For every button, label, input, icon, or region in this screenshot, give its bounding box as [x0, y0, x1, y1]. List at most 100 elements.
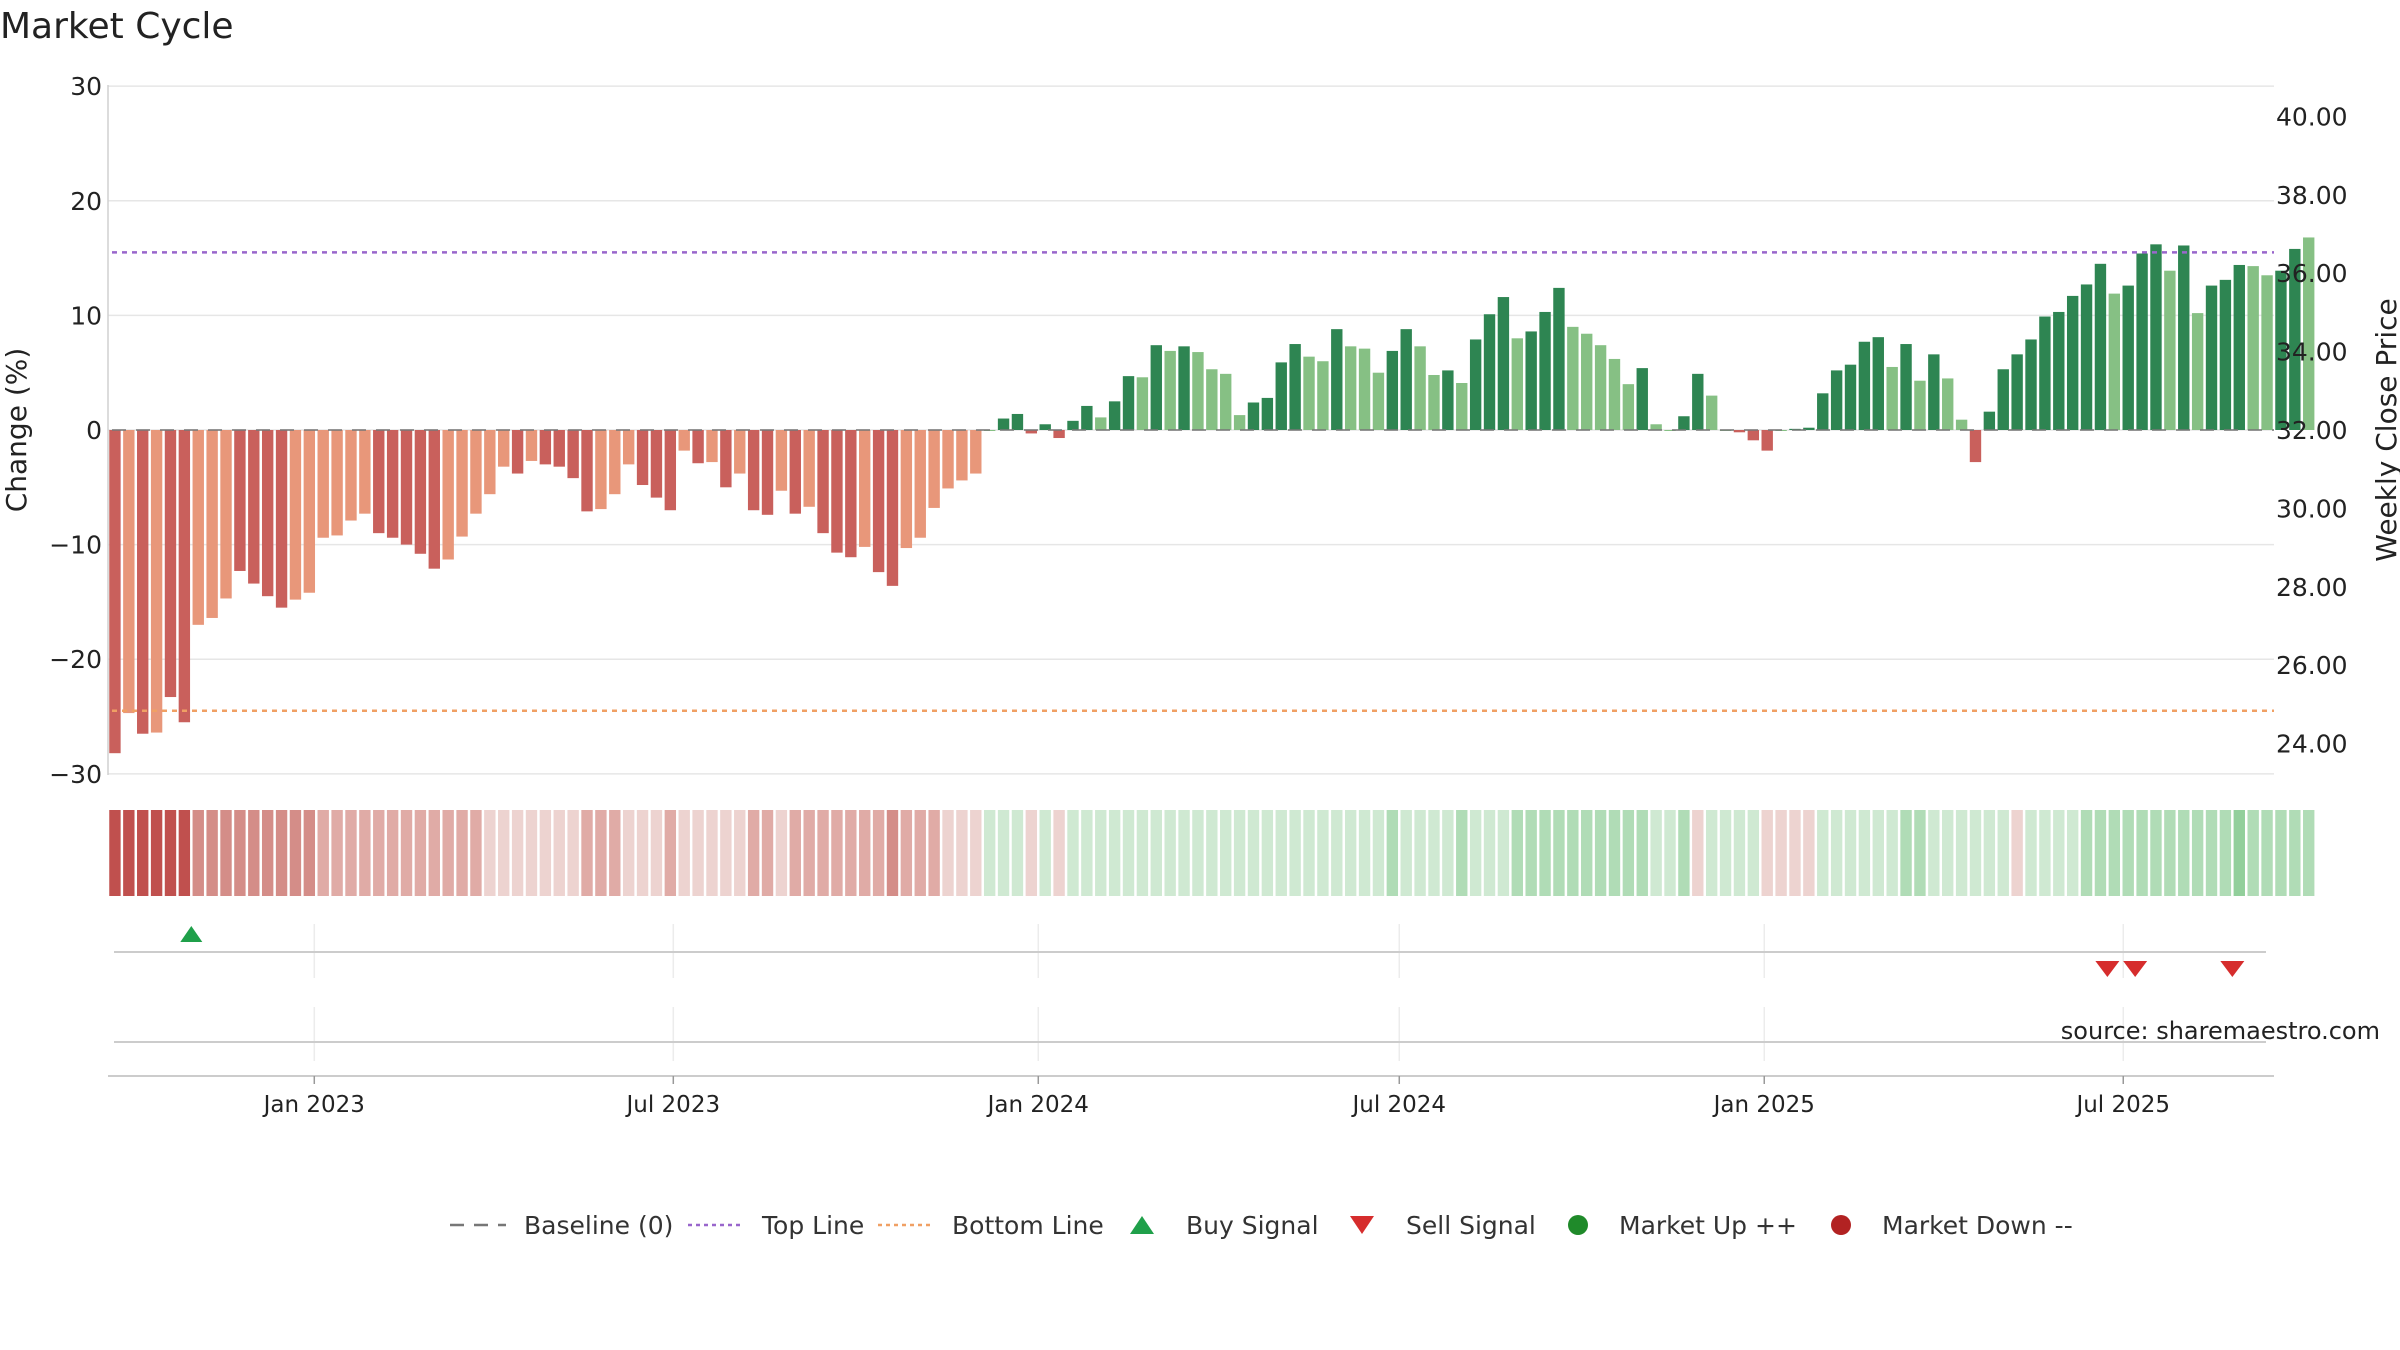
momentum-cell: [1886, 810, 1898, 896]
momentum-cell: [289, 810, 302, 896]
momentum-cell: [2122, 810, 2134, 896]
bar: [1289, 344, 1301, 430]
momentum-cell: [2233, 810, 2245, 896]
bar: [1081, 405, 1093, 430]
bar: [1997, 369, 2009, 430]
bar: [956, 430, 968, 481]
bar: [331, 430, 343, 536]
bar: [1469, 339, 1482, 430]
momentum-cell: [1108, 810, 1121, 896]
momentum-cell: [248, 810, 260, 896]
bar: [997, 418, 1010, 430]
bar: [1108, 401, 1121, 430]
x-tick-label: Jul 2024: [1350, 1092, 1446, 1118]
momentum-cell: [2150, 810, 2162, 896]
legend-item: Bottom Line: [878, 1211, 1104, 1240]
momentum-cell: [1400, 810, 1412, 896]
bar: [1497, 297, 1510, 430]
momentum-cell: [636, 810, 649, 896]
x-tick-label: Jan 2024: [986, 1092, 1089, 1118]
y-tick-label-right: 40.00: [2276, 102, 2348, 131]
bar: [1483, 314, 1496, 430]
bar: [1678, 416, 1690, 430]
bar: [1594, 345, 1607, 430]
bar: [275, 430, 288, 608]
bar: [1442, 370, 1454, 430]
bar: [706, 430, 718, 463]
momentum-cell: [747, 810, 760, 896]
y-tick-label-right: 24.00: [2276, 730, 2348, 759]
bar: [192, 430, 204, 625]
momentum-cell: [1095, 810, 1107, 896]
momentum-cell: [178, 810, 191, 896]
bar: [581, 430, 593, 512]
bar: [345, 430, 357, 521]
bar: [539, 430, 552, 465]
bar: [1386, 350, 1399, 430]
bar: [872, 430, 885, 573]
momentum-cell: [1275, 810, 1287, 896]
bars-layer: [109, 237, 2315, 754]
momentum-cell: [1900, 810, 1912, 896]
y-axis-label-right: Weekly Close Price: [2370, 298, 2400, 561]
momentum-cell: [1011, 810, 1024, 896]
momentum-cell: [220, 810, 232, 896]
momentum-cell: [1178, 810, 1190, 896]
bar: [1969, 430, 1982, 463]
momentum-cell: [498, 810, 510, 896]
bar: [2303, 237, 2315, 430]
momentum-cell: [1220, 810, 1232, 896]
bar: [1872, 337, 1884, 430]
momentum-cell: [1122, 810, 1135, 896]
momentum-cell: [442, 810, 454, 896]
bar: [2261, 275, 2273, 430]
momentum-cell: [775, 810, 788, 896]
bar: [692, 430, 704, 464]
bar: [928, 430, 940, 508]
legend-item: Buy Signal: [1130, 1211, 1319, 1240]
momentum-cell: [234, 810, 246, 896]
momentum-cell: [1150, 810, 1162, 896]
momentum-cell: [1664, 810, 1676, 896]
momentum-cell: [1483, 810, 1496, 896]
momentum-cell: [817, 810, 829, 896]
x-tick-label: Jan 2023: [262, 1092, 365, 1118]
momentum-cell: [1442, 810, 1454, 896]
bar: [2247, 266, 2259, 430]
bar: [470, 430, 482, 514]
momentum-cell: [1622, 810, 1635, 896]
bar: [817, 430, 829, 534]
bar: [498, 430, 510, 467]
momentum-cell: [1525, 810, 1537, 896]
momentum-cell: [1719, 810, 1732, 896]
momentum-cell: [956, 810, 968, 896]
bar: [414, 430, 427, 554]
momentum-cell: [581, 810, 593, 896]
momentum-cell: [1650, 810, 1662, 896]
bar: [1150, 345, 1162, 430]
momentum-cell: [2205, 810, 2218, 896]
legend-item: Sell Signal: [1350, 1211, 1536, 1240]
bar: [1858, 341, 1871, 430]
bar: [1817, 393, 1829, 430]
momentum-cell: [761, 810, 774, 896]
bar: [359, 430, 371, 514]
momentum-cell: [1414, 810, 1426, 896]
bar: [1317, 361, 1329, 430]
bar: [761, 430, 774, 515]
x-tick-label: Jan 2025: [1712, 1092, 1815, 1118]
bar: [1650, 424, 1662, 430]
bar: [317, 430, 329, 538]
bar: [1608, 358, 1621, 430]
bar: [1955, 419, 1968, 430]
bar: [442, 430, 454, 560]
momentum-cell: [2011, 810, 2023, 896]
bar: [511, 430, 524, 474]
bar: [1747, 430, 1760, 441]
y-tick-label-right: 30.00: [2276, 494, 2348, 523]
momentum-cell: [373, 810, 385, 896]
bar: [2011, 354, 2023, 430]
bar: [1539, 311, 1551, 430]
momentum-cell: [1678, 810, 1690, 896]
bar: [900, 430, 913, 549]
